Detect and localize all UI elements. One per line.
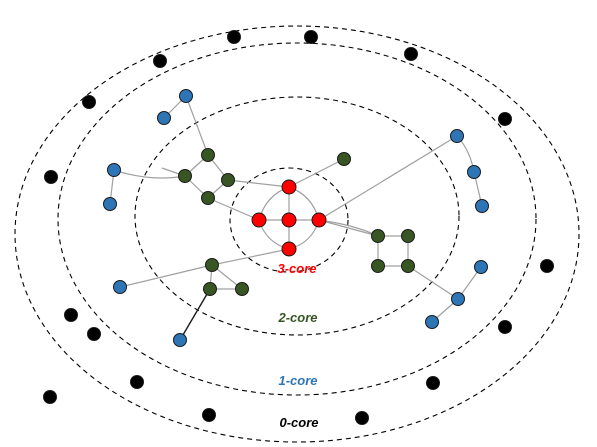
node-1-core	[113, 280, 127, 294]
node-0-core	[426, 376, 440, 390]
node-0-core	[304, 30, 318, 44]
node-1-core	[451, 292, 465, 306]
nodes-0-core	[43, 30, 554, 425]
node-0-core	[498, 320, 512, 334]
node-3-core	[281, 179, 297, 195]
node-0-core	[64, 308, 78, 322]
edge	[318, 219, 379, 237]
label-0-core: 0-core	[279, 415, 318, 430]
shell-3-core	[229, 167, 349, 273]
node-1-core	[173, 333, 187, 347]
node-0-core	[202, 408, 216, 422]
node-3-core	[281, 212, 297, 228]
node-0-core	[130, 375, 144, 389]
node-0-core	[355, 411, 369, 425]
node-1-core	[157, 111, 171, 125]
edge	[113, 169, 186, 179]
edge	[211, 248, 290, 266]
edge	[288, 158, 345, 188]
node-2-core	[221, 173, 235, 187]
node-1-core	[475, 199, 489, 213]
edge	[179, 288, 211, 341]
node-2-core	[401, 229, 415, 243]
edge	[407, 265, 459, 300]
label-2-core: 2-core	[277, 310, 317, 325]
node-1-core	[103, 197, 117, 211]
nodes-2-core	[178, 148, 415, 296]
node-1-core	[107, 163, 121, 177]
node-2-core	[235, 282, 249, 296]
node-2-core	[371, 229, 385, 243]
node-0-core	[87, 327, 101, 341]
node-2-core	[201, 191, 215, 205]
node-1-core	[179, 89, 193, 103]
node-3-core	[281, 241, 297, 257]
node-0-core	[82, 95, 96, 109]
shell-1-core	[57, 42, 537, 396]
node-2-core	[201, 148, 215, 162]
label-1-core: 1-core	[278, 373, 317, 388]
edge	[318, 135, 458, 221]
node-0-core	[540, 259, 554, 273]
nodes-3-core	[251, 179, 327, 257]
edge	[119, 264, 213, 288]
node-0-core	[404, 47, 418, 61]
edge	[227, 179, 290, 188]
nodes-1-core	[103, 89, 489, 347]
node-0-core	[44, 170, 58, 184]
node-2-core	[203, 282, 217, 296]
node-3-core	[251, 212, 267, 228]
node-3-core	[311, 212, 327, 228]
label-3-core: 3-core	[277, 261, 316, 276]
node-0-core	[227, 30, 241, 44]
node-2-core	[205, 258, 219, 272]
node-2-core	[337, 152, 351, 166]
node-0-core	[498, 112, 512, 126]
edge	[207, 197, 260, 221]
node-1-core	[474, 260, 488, 274]
node-1-core	[425, 315, 439, 329]
node-0-core	[43, 390, 57, 404]
node-0-core	[153, 54, 167, 68]
node-2-core	[401, 259, 415, 273]
node-1-core	[450, 129, 464, 143]
node-2-core	[371, 259, 385, 273]
node-2-core	[178, 169, 192, 183]
node-1-core	[467, 165, 481, 179]
edge	[185, 95, 209, 156]
shell-0-core	[14, 25, 580, 443]
shell-2-core	[134, 96, 460, 336]
